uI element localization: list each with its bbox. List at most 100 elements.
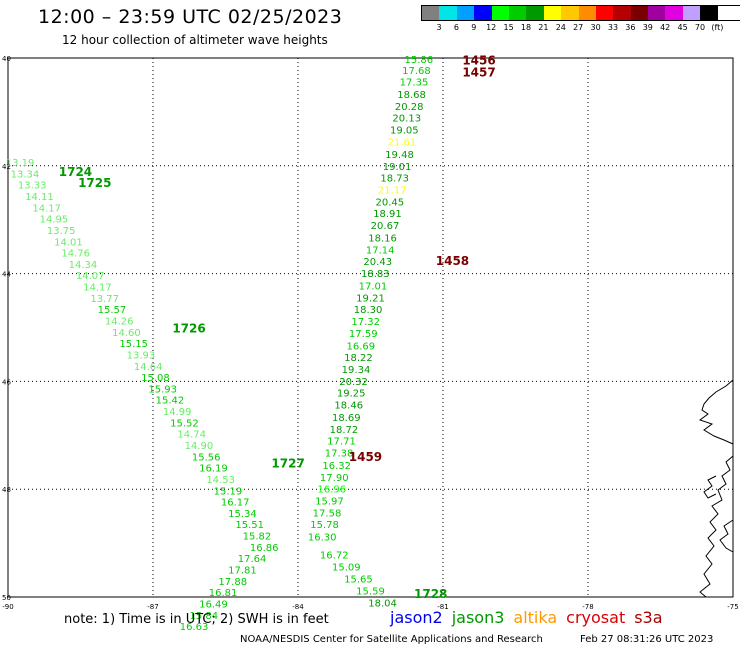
- wave-height-label: 20.13: [392, 113, 421, 124]
- wave-height-label: 19.34: [342, 365, 371, 376]
- wave-height-label: 16.72: [320, 550, 349, 561]
- wave-height-label: 15.97: [315, 497, 344, 508]
- mission-legend: jason2 jason3 altika cryosat s3a: [390, 608, 672, 627]
- wave-height-label: 18.30: [354, 305, 383, 316]
- legend-label-24: 24: [555, 23, 566, 32]
- wave-height-label: 17.90: [320, 473, 349, 484]
- wave-height-label: 16.49: [199, 599, 228, 610]
- wave-height-label: 14.17: [32, 203, 61, 214]
- coastline-segment: [703, 475, 717, 499]
- mission-jason3: jason3: [451, 608, 505, 627]
- wave-height-label: 17.14: [366, 245, 395, 256]
- lat-label: 50: [2, 594, 11, 602]
- wave-height-label: 14.11: [25, 192, 54, 203]
- wave-height-label: 21.17: [378, 186, 407, 197]
- mission-cryosat: cryosat: [566, 608, 626, 627]
- wave-height-label: 15.56: [192, 452, 221, 463]
- pass-time-label: 1726: [172, 322, 205, 336]
- wave-height-label: 18.16: [368, 233, 397, 244]
- lat-label: 48: [2, 486, 11, 494]
- legend-label-9: 9: [471, 23, 477, 32]
- wave-height-label: 16.63: [180, 622, 209, 633]
- wave-height-label: 15.59: [356, 587, 385, 598]
- legend-swatch-4: [491, 6, 509, 20]
- legend-swatch-1: [439, 6, 457, 20]
- legend-label-27: 27: [573, 23, 584, 32]
- page-subtitle: 12 hour collection of altimeter wave hei…: [62, 33, 328, 47]
- wave-height-label: 16.96: [318, 485, 347, 496]
- lon-label: -78: [582, 603, 593, 611]
- lon-label: -87: [147, 603, 158, 611]
- wave-height-label: 15.42: [156, 396, 185, 407]
- wave-height-label: 19.01: [383, 162, 412, 173]
- wave-height-label: 13.93: [127, 350, 156, 361]
- wave-height-label: 18.73: [380, 174, 409, 185]
- legend-swatch-0: [422, 6, 440, 20]
- wave-height-label: 14.34: [69, 260, 98, 271]
- wave-height-label: 14.76: [61, 249, 90, 260]
- wave-height-label: 17.88: [218, 577, 247, 588]
- legend-swatch-7: [543, 6, 562, 20]
- wave-height-label: 17.64: [238, 554, 267, 565]
- map-frame: [7, 57, 734, 598]
- legend-label-45: 45: [677, 23, 688, 32]
- wave-height-label: 15.84: [189, 611, 218, 622]
- wave-height-label: 15.51: [235, 520, 264, 531]
- pass-time-label: 1724: [59, 165, 92, 179]
- coastline-segment: [698, 379, 734, 445]
- legend-swatches: [421, 5, 740, 21]
- legend-swatch-2: [456, 6, 475, 20]
- wave-height-label: 19.21: [356, 293, 385, 304]
- wave-height-label: 17.81: [228, 566, 257, 577]
- map-grid: [7, 57, 734, 598]
- wave-height-label: 15.34: [228, 509, 257, 520]
- legend-label-6: 6: [453, 23, 459, 32]
- mission-jason2: jason2: [390, 608, 443, 627]
- footer-note: note: 1) Time is in UTC; 2) SWH is in fe…: [64, 612, 329, 627]
- wave-height-label: 15.93: [148, 384, 177, 395]
- wave-height-label: 17.71: [327, 437, 356, 448]
- legend-label-70: 70: [694, 23, 706, 32]
- wave-height-label: 20.32: [339, 377, 368, 388]
- wave-height-label: 18.22: [344, 353, 373, 364]
- wave-height-label: 14.99: [163, 407, 192, 418]
- wave-height-label: 15.08: [141, 373, 170, 384]
- wave-height-label: 16.17: [221, 498, 250, 509]
- wave-height-label: 17.59: [349, 329, 378, 340]
- wave-height-label: 15.78: [310, 520, 339, 531]
- legend-swatch-9: [578, 6, 596, 20]
- pass-time-label: 1459: [349, 450, 382, 464]
- wave-height-label: 14.90: [185, 441, 214, 452]
- legend-label-12: 12: [486, 23, 497, 32]
- axis-labels: 40 42 44 46 48 50-90 -87 -84 -81 -78 -75: [2, 55, 739, 611]
- wave-height-label: 18.91: [373, 209, 402, 220]
- lon-label: -81: [437, 603, 448, 611]
- credit-text: NOAA/NESDIS Center for Satellite Applica…: [240, 634, 543, 645]
- pass-time-label: 1458: [436, 254, 469, 268]
- wave-height-label: 15.19: [214, 486, 243, 497]
- wave-height-label: 17.58: [313, 508, 342, 519]
- wave-height-label: 14.26: [105, 316, 134, 327]
- lon-label: -90: [2, 603, 13, 611]
- legend-swatch-10: [595, 6, 614, 20]
- wave-height-label: 17.01: [359, 281, 388, 292]
- wave-height-label: 15.57: [98, 305, 127, 316]
- wave-height-label: 15.52: [170, 418, 199, 429]
- wave-height-label: 16.30: [308, 533, 337, 544]
- wave-height-label: 13.75: [47, 226, 76, 237]
- pass-time-label: 1456: [462, 54, 495, 68]
- generation-timestamp: Feb 27 08:31:26 UTC 2023: [580, 634, 714, 645]
- legend-swatch-16: [700, 6, 718, 20]
- legend-label-39: 39: [642, 23, 653, 32]
- pass-time-label: 1727: [271, 456, 304, 470]
- legend-label-3: 3: [436, 23, 442, 32]
- wave-height-label: 18.69: [332, 413, 361, 424]
- wave-height-label: 14.64: [134, 362, 163, 373]
- coastline-segment: [699, 455, 734, 598]
- legend-swatch-11: [613, 6, 631, 20]
- wave-height-label: 13.77: [90, 294, 119, 305]
- wave-height-label: 15.09: [332, 562, 361, 573]
